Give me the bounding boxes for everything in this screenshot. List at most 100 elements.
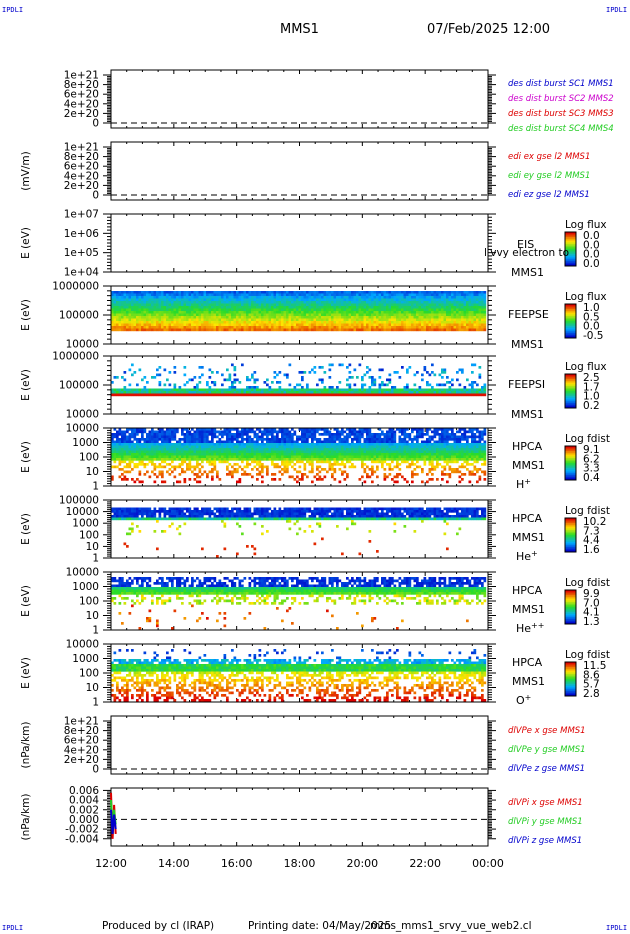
spectrogram-cell	[126, 393, 129, 397]
spectrogram-cell	[161, 445, 164, 449]
spectrogram-cell	[433, 293, 437, 297]
spectrogram-cell	[211, 311, 214, 314]
spectrogram-cell	[286, 303, 289, 307]
spectrogram-cell	[321, 388, 324, 392]
spectrogram-cell	[113, 388, 117, 392]
spectrogram-cell	[331, 393, 334, 397]
spectrogram-cell	[368, 303, 372, 307]
spectrogram-cell	[348, 291, 352, 294]
spectrogram-cell	[423, 306, 427, 309]
spectrogram-cell	[338, 326, 342, 329]
spectrogram-cell	[346, 303, 349, 307]
spectrogram-cell	[186, 318, 189, 322]
spectrogram-cell	[378, 388, 382, 392]
spectrogram-cell	[318, 321, 322, 324]
spectrogram-cell	[233, 296, 237, 299]
colorbar-step	[565, 233, 576, 236]
spectrogram-cell	[171, 448, 174, 451]
spectrogram-cell	[341, 388, 344, 392]
spectrogram-cell	[141, 388, 144, 392]
spectrogram-cell	[168, 468, 172, 471]
spectrogram-cell	[466, 388, 469, 392]
spectrogram-cell	[143, 428, 147, 431]
spectrogram-cell	[186, 298, 189, 302]
spectrogram-cell	[113, 323, 117, 327]
spectrogram-cell	[271, 326, 274, 329]
spectrogram-cell	[176, 428, 179, 431]
spectrogram-cell	[136, 318, 139, 322]
spectrogram-cell	[128, 438, 132, 441]
spectrogram-cell	[126, 296, 129, 299]
spectrogram-cell	[328, 298, 332, 302]
spectrogram-cell	[403, 306, 407, 309]
spectrogram-cell	[248, 463, 252, 466]
spectrogram-cell	[111, 475, 114, 479]
spectrogram-cell	[161, 326, 164, 329]
spectrogram-cell	[223, 448, 227, 451]
spectrogram-cell	[386, 378, 389, 382]
colorbar-tick-label: 0.0	[583, 230, 600, 242]
y-tick-label: 2e+20	[64, 180, 99, 192]
spectrogram-cell	[146, 453, 149, 456]
spectrogram-cell	[123, 326, 127, 329]
spectrogram-cell	[168, 458, 172, 461]
spectrogram-cell	[213, 296, 217, 299]
spectrogram-cell	[361, 386, 364, 389]
colorbar-step	[565, 250, 576, 253]
spectrogram-cell	[226, 378, 229, 382]
spectrogram-cell	[338, 313, 342, 317]
spectrogram-cell	[198, 326, 202, 329]
spectrogram-cell	[116, 448, 119, 451]
spectrogram-cell	[438, 296, 442, 299]
spectrogram-cell	[173, 383, 177, 387]
colorbar-step	[565, 394, 576, 397]
spectrogram-cell	[113, 445, 117, 449]
spectrogram-cell	[303, 445, 307, 449]
spectrogram-cell	[316, 326, 319, 329]
spectrogram-cell	[463, 316, 467, 319]
spectrogram-cell	[198, 376, 202, 379]
spectrogram-cell	[201, 438, 204, 441]
spectrogram-cell	[151, 301, 154, 304]
spectrogram-cell	[213, 465, 217, 469]
spectrogram-cell	[178, 448, 182, 451]
spectrogram-cell	[261, 323, 264, 327]
spectrogram-cell	[236, 378, 239, 382]
spectrogram-cell	[413, 306, 417, 309]
spectrogram-cell	[378, 298, 382, 302]
spectrogram-cell	[188, 323, 192, 327]
spectrogram-cell	[168, 393, 172, 397]
spectrogram-cell	[201, 450, 204, 454]
spectrogram-cell	[226, 313, 229, 317]
spectrogram-cell	[181, 448, 184, 451]
spectrogram-cell	[136, 391, 139, 394]
spectrogram-cell	[326, 296, 329, 299]
spectrogram-cell	[183, 453, 187, 456]
spectrogram-cell	[223, 323, 227, 327]
spectrogram-cell	[153, 445, 157, 449]
spectrogram-cell	[133, 435, 137, 439]
spectrogram-cell	[426, 391, 429, 394]
spectrogram-cell	[438, 291, 442, 294]
spectrogram-cell	[216, 393, 219, 397]
spectrogram-cell	[221, 430, 224, 434]
colorbar-step	[565, 260, 576, 263]
spectrogram-cell	[188, 433, 192, 436]
spectrogram-cell	[366, 391, 369, 394]
spectrogram-cell	[463, 323, 467, 327]
spectrogram-cell	[136, 383, 139, 387]
spectrogram-cell	[143, 296, 147, 299]
spectrogram-cell	[193, 386, 197, 389]
spectrogram-cell	[153, 433, 157, 436]
spectrogram-cell	[123, 296, 127, 299]
spectrogram-cell	[378, 323, 382, 327]
colorbar-step	[565, 317, 576, 320]
spectrogram-cell	[201, 388, 204, 392]
spectrogram-cell	[116, 391, 119, 394]
spectrogram-cell	[261, 470, 264, 474]
spectrogram-cell	[193, 393, 197, 397]
spectrogram-cell	[346, 306, 349, 309]
spectrogram-cell	[158, 303, 162, 307]
spectrogram-cell	[408, 306, 412, 309]
spectrogram-cell	[151, 470, 154, 474]
